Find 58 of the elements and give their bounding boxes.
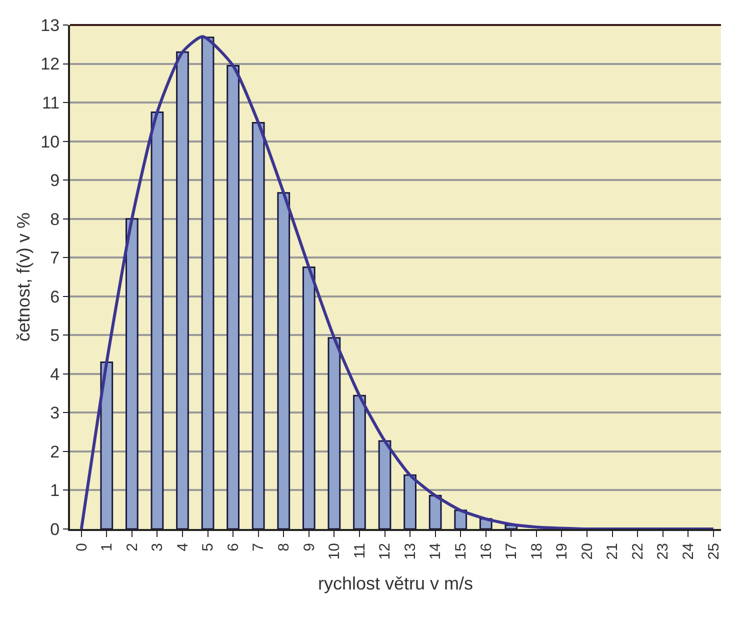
bar [226, 64, 240, 529]
x-tick-label: 3 [149, 543, 166, 552]
line-series [80, 35, 715, 529]
x-tick-label: 21 [604, 543, 622, 560]
y-tick-label: 0 [50, 520, 60, 539]
x-tick-label: 23 [654, 543, 672, 560]
x-tick-label: 12 [376, 543, 394, 560]
x-tick-label: 18 [528, 543, 546, 560]
x-tick-label: 17 [503, 543, 520, 560]
y-tick-label: 3 [50, 404, 60, 423]
x-tick-label: 6 [224, 543, 242, 552]
x-tick-label: 5 [200, 543, 217, 552]
x-tick-label: 22 [629, 543, 646, 560]
bar [176, 51, 189, 529]
x-tick-label: 11 [351, 543, 368, 559]
bar [328, 337, 341, 529]
y-tick-label: 9 [50, 171, 60, 190]
x-tick-label: 0 [73, 543, 90, 552]
x-tick-label: 7 [250, 543, 268, 552]
y-tick-label: 4 [50, 364, 60, 384]
bar [150, 111, 164, 529]
y-axis-title: četnost, f(v) v % [13, 212, 34, 342]
x-tick-label: 24 [680, 543, 698, 560]
bar [201, 36, 214, 529]
x-tick-label: 16 [478, 543, 495, 560]
x-tick-label: 9 [300, 543, 318, 552]
bar [428, 494, 442, 529]
bar [100, 362, 114, 529]
x-tick-label: 15 [452, 543, 470, 560]
x-tick-label: 20 [578, 543, 596, 560]
y-tick-label: 8 [50, 210, 60, 229]
bar [378, 440, 392, 529]
y-tick-label: 13 [40, 16, 60, 35]
y-tick-label: 12 [40, 54, 60, 74]
x-tick-label: 2 [124, 543, 141, 552]
x-tick-label: 13 [402, 543, 419, 560]
bar [353, 394, 366, 529]
bar [277, 192, 290, 529]
y-tick-label: 2 [50, 442, 60, 462]
x-tick-label: 4 [174, 543, 192, 552]
y-tick-label: 10 [40, 132, 60, 152]
x-axis-title: rychlost větru v m/s [318, 573, 474, 594]
y-tick-label: 5 [50, 326, 60, 346]
y-tick-label: 7 [50, 248, 60, 268]
x-tick-label: 10 [326, 543, 344, 560]
x-tick-label: 8 [276, 543, 293, 552]
y-tick-label: 1 [50, 481, 60, 500]
bar [126, 218, 138, 529]
bar [404, 474, 416, 529]
y-tick-label: 6 [50, 287, 60, 306]
bar [252, 122, 265, 529]
bar [302, 266, 316, 529]
x-tick-label: 1 [98, 543, 116, 552]
y-tick-label: 11 [42, 93, 60, 112]
x-tick-label: 14 [427, 543, 444, 560]
x-tick-label: 19 [554, 543, 571, 560]
bar [454, 510, 468, 529]
x-tick-label: 25 [705, 543, 722, 560]
